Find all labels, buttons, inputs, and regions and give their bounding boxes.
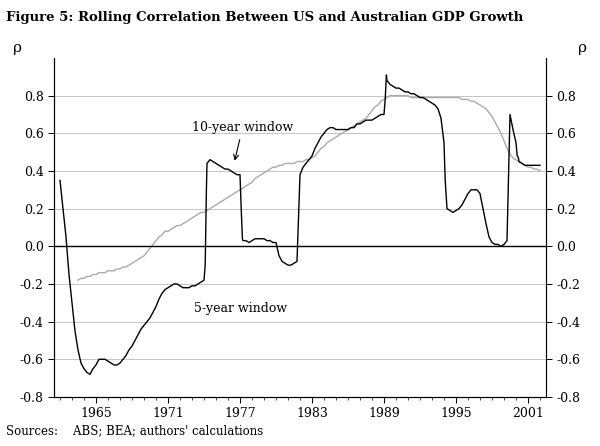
Text: ρ: ρ bbox=[578, 41, 587, 54]
Text: 5-year window: 5-year window bbox=[194, 302, 287, 315]
Text: Sources:    ABS; BEA; authors' calculations: Sources: ABS; BEA; authors' calculations bbox=[6, 424, 263, 437]
Text: Figure 5: Rolling Correlation Between US and Australian GDP Growth: Figure 5: Rolling Correlation Between US… bbox=[6, 11, 523, 24]
Text: 10-year window: 10-year window bbox=[192, 121, 293, 160]
Text: ρ: ρ bbox=[13, 41, 22, 54]
